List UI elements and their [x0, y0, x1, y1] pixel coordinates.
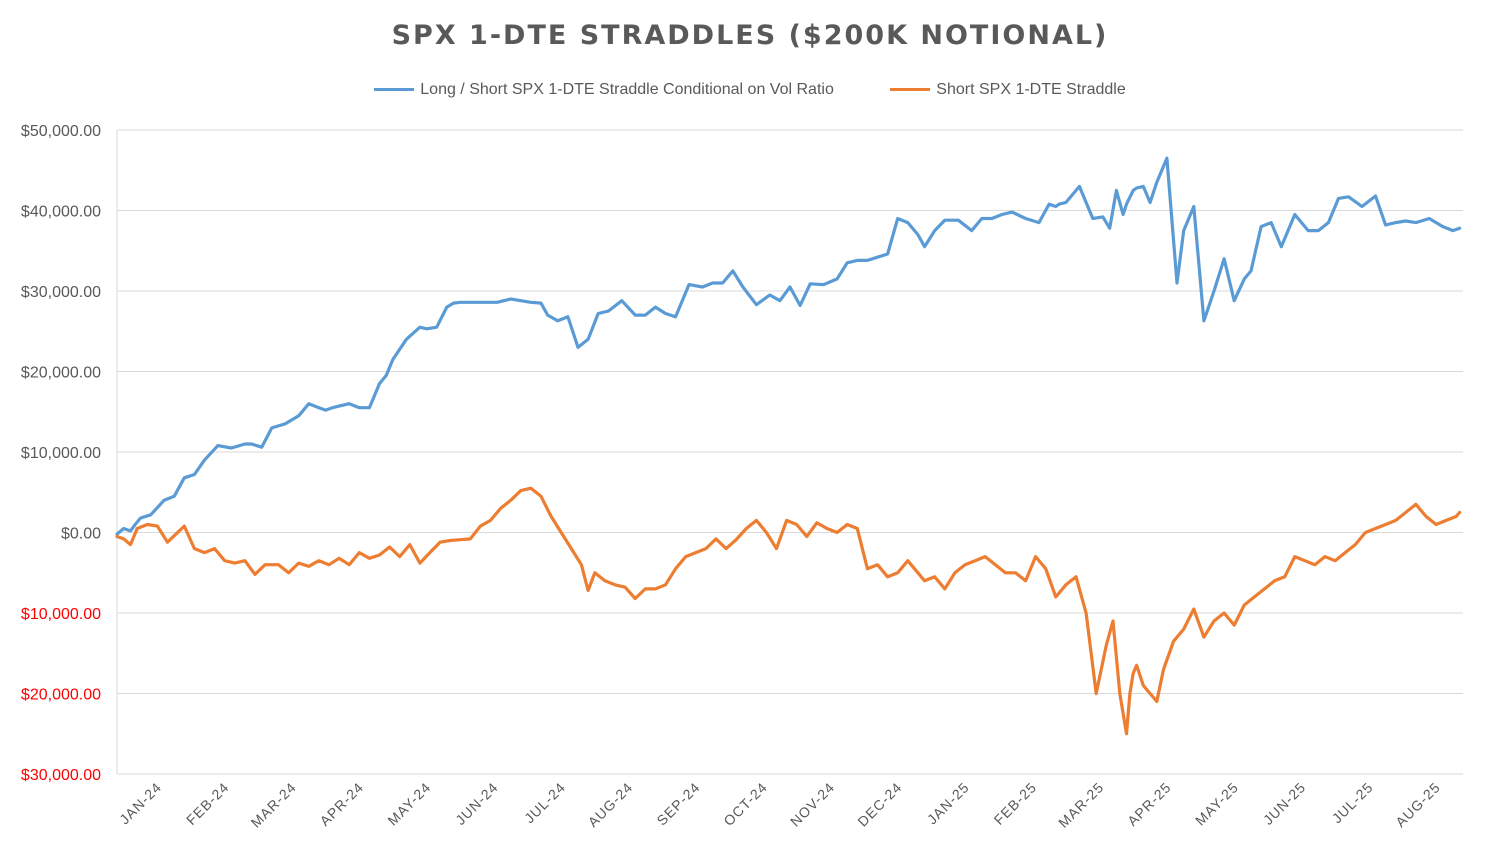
x-tick-label: MAR-25 — [1055, 779, 1107, 831]
x-tick-label: AUG-25 — [1392, 779, 1443, 830]
x-tick-label: JUN-24 — [452, 779, 501, 828]
y-axis: $50,000.00 $40,000.00 $30,000.00 $20,000.00… — [21, 123, 101, 784]
series-line-long-short — [115, 156, 1462, 536]
legend-label-long-short: Long / Short SPX 1-DTE Straddle Conditio… — [420, 80, 834, 98]
x-tick-label: OCT-24 — [720, 779, 770, 829]
x-tick-label: JUN-25 — [1260, 779, 1309, 828]
x-tick-label: DEC-24 — [854, 779, 905, 830]
legend-item-short: Short SPX 1-DTE Straddle — [890, 80, 1126, 99]
x-tick-label: NOV-24 — [787, 779, 838, 830]
y-tick-label: $10,000.00 — [21, 445, 101, 462]
y-tick-label: $20,000.00 — [21, 365, 101, 382]
x-tick-label: JAN-25 — [924, 779, 973, 828]
legend-swatch-short — [890, 88, 931, 91]
legend-swatch-long-short — [374, 88, 415, 91]
x-tick-label: MAY-24 — [384, 779, 434, 829]
legend-item-long-short: Long / Short SPX 1-DTE Straddle Conditio… — [374, 81, 834, 99]
x-tick-label: MAY-25 — [1192, 779, 1242, 829]
x-axis: JAN-24 FEB-24 MAR-24 APR-24 MAY-24 JUN-24 JUL-… — [116, 779, 1443, 831]
x-tick-label: JUL-25 — [1329, 779, 1376, 826]
x-tick-label: JUL-24 — [521, 779, 568, 826]
x-tick-label: FEB-25 — [991, 779, 1040, 828]
x-tick-label: SEP-24 — [653, 779, 703, 829]
y-tick-label: $30,000.00 — [21, 767, 101, 784]
y-tick-label: $0.00 — [61, 526, 101, 543]
y-tick-label: $50,000.00 — [21, 123, 101, 140]
series-line-short — [115, 486, 1462, 736]
legend: Long / Short SPX 1-DTE Straddle Conditio… — [0, 78, 1500, 99]
y-tick-label: $20,000.00 — [21, 687, 101, 704]
x-tick-label: APR-25 — [1124, 779, 1174, 829]
x-tick-label: MAR-24 — [247, 779, 299, 831]
x-tick-label: JAN-24 — [116, 779, 165, 828]
chart-title: SPX 1-DTE STRADDLES ($200K NOTIONAL) — [391, 20, 1109, 51]
x-tick-label: APR-24 — [316, 779, 366, 829]
y-tick-label: $30,000.00 — [21, 284, 101, 301]
x-tick-label: FEB-24 — [183, 779, 232, 828]
x-tick-label: AUG-24 — [585, 779, 636, 830]
legend-label-short: Short SPX 1-DTE Straddle — [936, 80, 1126, 98]
y-tick-label: $10,000.00 — [21, 606, 101, 623]
series-group — [115, 156, 1462, 736]
y-tick-label: $40,000.00 — [21, 204, 101, 221]
